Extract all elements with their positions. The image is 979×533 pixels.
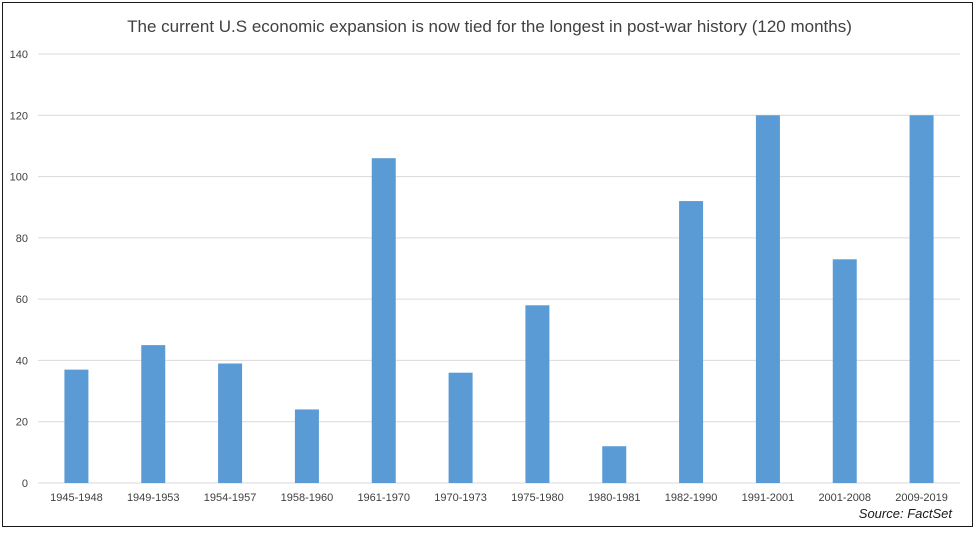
bar-1958-1960 [294, 409, 319, 483]
source-note: Source: FactSet [858, 506, 952, 521]
bar-1961-1970 [371, 158, 396, 483]
x-tick-label: 2009-2019 [895, 492, 948, 504]
chart-title: The current U.S economic expansion is no… [127, 17, 852, 36]
y-tick-label: 80 [16, 233, 28, 245]
x-tick-label: 2001-2008 [818, 492, 871, 504]
y-tick-label: 60 [16, 294, 28, 306]
bar-1949-1953 [141, 345, 166, 483]
x-tick-label: 1954-1957 [204, 492, 257, 504]
bar-2009-2019 [909, 115, 934, 484]
y-tick-label: 0 [22, 478, 28, 490]
x-tick-label: 1980-1981 [588, 492, 641, 504]
x-tick-label: 1982-1990 [665, 492, 718, 504]
bar-1975-1980 [525, 305, 550, 483]
bar-2001-2008 [832, 259, 857, 483]
bar-1945-1948 [64, 369, 89, 483]
x-axis-ticks: 1945-1948 1949-1953 1954-1957 1958-1960 1961… [50, 492, 948, 504]
x-tick-label: 1961-1970 [357, 492, 410, 504]
x-tick-label: 1945-1948 [50, 492, 103, 504]
x-tick-label: 1970-1973 [434, 492, 487, 504]
bar-1991-2001 [755, 115, 780, 484]
x-tick-label: 1975-1980 [511, 492, 564, 504]
y-tick-label: 100 [10, 172, 28, 184]
bars [64, 115, 934, 484]
y-tick-label: 140 [10, 49, 28, 61]
y-tick-label: 20 [16, 417, 28, 429]
bar-1954-1957 [218, 363, 243, 483]
gridlines [38, 53, 960, 484]
y-tick-label: 40 [16, 355, 28, 367]
bar-1980-1981 [602, 446, 627, 483]
bar-1970-1973 [448, 372, 473, 483]
bar-1982-1990 [679, 201, 704, 484]
y-tick-label: 120 [10, 110, 28, 122]
x-tick-label: 1949-1953 [127, 492, 180, 504]
y-axis-ticks: 0 20 40 60 80 100 120 140 [10, 49, 28, 490]
x-tick-label: 1958-1960 [281, 492, 334, 504]
x-tick-label: 1991-2001 [742, 492, 795, 504]
